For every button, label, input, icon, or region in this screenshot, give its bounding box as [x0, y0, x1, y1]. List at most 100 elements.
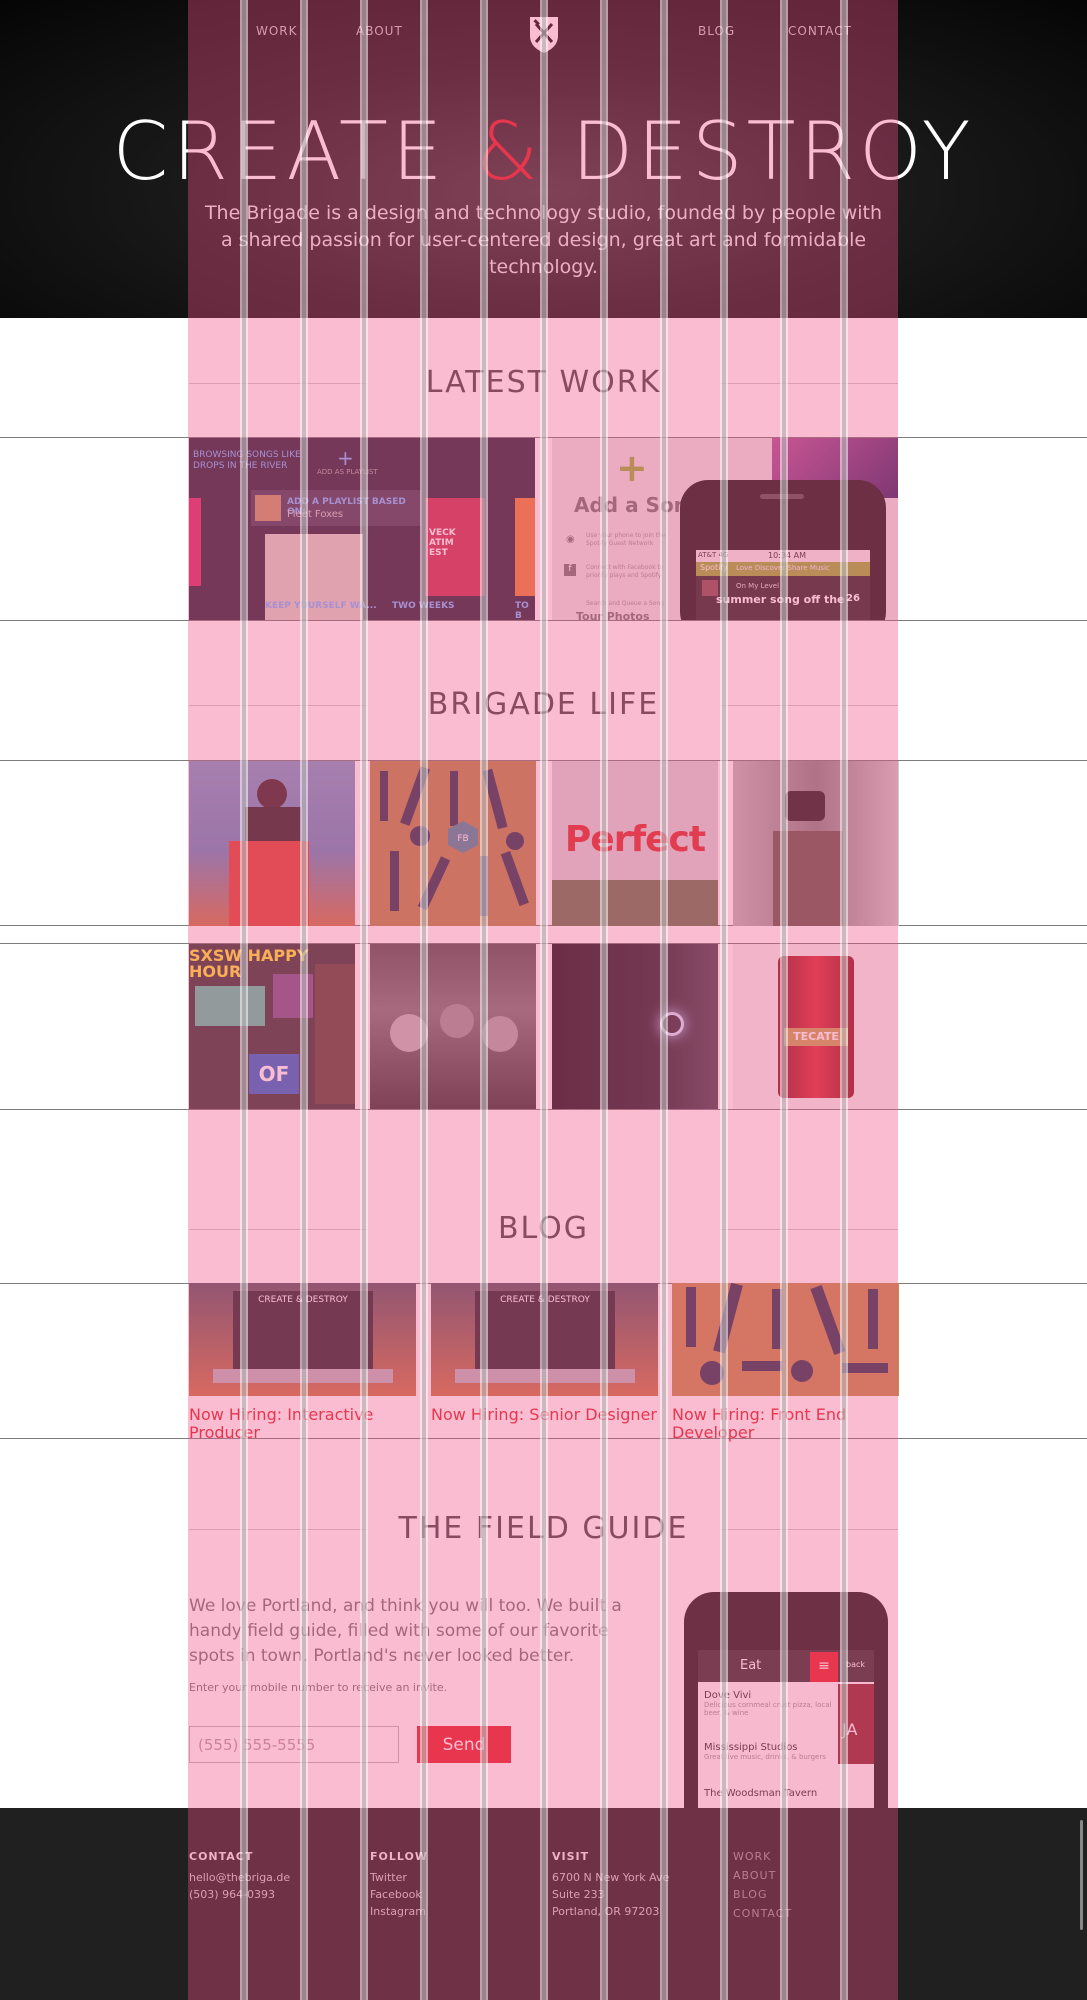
artist-image — [255, 495, 281, 521]
album-art — [189, 498, 201, 586]
phone-back: back — [846, 1660, 866, 1669]
footer-nav-blog[interactable]: BLOG — [733, 1888, 768, 1901]
divider-line — [0, 925, 1087, 926]
song-title: KEEP YOURSELF WA... — [265, 601, 377, 611]
instruction-line: Use your phone to join the Spotify Guest… — [586, 532, 666, 547]
screen — [315, 964, 355, 1104]
hero-section: WORK ABOUT BLOG CONTACT CREATE & DESTROY… — [0, 0, 1087, 318]
album-art: VECK ATIM EST — [425, 498, 485, 596]
screen: OF — [249, 1054, 299, 1094]
footer — [0, 1808, 1087, 2000]
phone-screen: Eat ≡ back JA Dove Vivi Delicious cornme… — [698, 1650, 874, 1808]
spotify-tabs: Love Discover Share Music — [736, 564, 830, 572]
laptop-screen: CREATE & DESTROY — [475, 1291, 615, 1369]
light-ring — [660, 1012, 684, 1036]
life-photo-tools[interactable]: FB — [370, 761, 536, 926]
nav-about[interactable]: ABOUT — [356, 24, 403, 38]
divider-line — [0, 620, 1087, 621]
screen — [273, 974, 313, 1018]
nav-contact[interactable]: CONTACT — [788, 24, 852, 38]
section-rule — [720, 383, 898, 384]
add-song-label: Add a Son — [574, 493, 688, 517]
phone-screen: AT&T 4G 10:34 AM Spotify Love Discover S… — [696, 550, 870, 620]
track-art — [702, 580, 718, 596]
badge-text: FB — [457, 834, 468, 844]
tools-pattern-icon: FB — [380, 766, 529, 916]
artist-name: Fleet Foxes — [287, 509, 344, 520]
nav-work[interactable]: WORK — [256, 24, 298, 38]
footer-follow-heading: FOLLOW — [370, 1850, 428, 1863]
blog-image-producer[interactable]: CREATE & DESTROY — [189, 1283, 416, 1396]
add-playlist-label: ADD AS PLAYLIST — [317, 468, 378, 476]
phone-list-item: Dove Vivi Delicious cornmeal crust pizza… — [704, 1690, 834, 1717]
phone-list-item: The Woodsman Tavern — [704, 1788, 834, 1799]
life-photo-party[interactable] — [370, 944, 536, 1109]
scrollbar-thumb[interactable] — [1080, 1820, 1083, 1930]
person-silhouette — [390, 1014, 428, 1052]
nav-blog[interactable]: BLOG — [698, 24, 736, 38]
blog-link-frontend[interactable]: Now Hiring: Front End Developer — [672, 1405, 847, 1442]
latest-work-title: LATEST WORK — [425, 365, 662, 400]
footer-instagram-link[interactable]: Instagram — [370, 1905, 426, 1918]
instruction-line: Connect with Facebook to priority plays … — [586, 564, 664, 579]
hero-subtitle: The Brigade is a design and technology s… — [204, 202, 883, 278]
blog-image-designer[interactable]: CREATE & DESTROY — [431, 1283, 658, 1396]
based-on-label: ADD A PLAYLIST BASED ON: — [287, 497, 406, 517]
person-silhouette — [257, 779, 287, 809]
footer-facebook-link[interactable]: Facebook — [370, 1888, 422, 1901]
field-guide-copy: We love Portland, and think you will too… — [189, 1596, 622, 1666]
tour-photos-label: Tour Photos — [576, 610, 650, 620]
laptop-base — [213, 1369, 393, 1383]
blog-image-frontend[interactable] — [672, 1283, 899, 1396]
life-photo-sxsw[interactable]: SXSW HAPPY HOUR OF — [189, 944, 355, 1109]
work-thumb-spotify[interactable]: + Add a Son ◉ Use your phone to join the… — [552, 438, 898, 620]
section-rule — [189, 1529, 367, 1530]
iphone-mockup: Eat ≡ back JA Dove Vivi Delicious cornme… — [684, 1592, 888, 1808]
album-art — [515, 498, 535, 596]
now-playing-panel: On My Level summer song off the 26 — [696, 576, 870, 620]
footer-nav-work[interactable]: WORK — [733, 1850, 772, 1863]
life-photo-speaker[interactable] — [189, 761, 355, 926]
blog-link-producer[interactable]: Now Hiring: Interactive Producer — [189, 1405, 374, 1442]
divider-line — [0, 943, 1087, 944]
footer-address-line: 6700 N New York Ave — [552, 1871, 670, 1884]
footer-twitter-link[interactable]: Twitter — [370, 1871, 407, 1884]
hero-title: CREATE & DESTROY — [0, 105, 1087, 198]
life-photo-light[interactable] — [552, 944, 718, 1109]
song-title: TWO WEEKS — [392, 601, 455, 611]
life-photo-tecate[interactable]: TECATE — [733, 944, 899, 1109]
footer-nav-about[interactable]: ABOUT — [733, 1869, 777, 1882]
perfect-sign: Perfect — [564, 819, 706, 860]
place-name: Dove Vivi — [704, 1690, 752, 1701]
album-art — [265, 534, 363, 620]
blog-link-designer[interactable]: Now Hiring: Senior Designer — [431, 1405, 657, 1424]
footer-email-link[interactable]: hello@thebriga.de — [189, 1871, 291, 1884]
section-rule — [720, 1529, 898, 1530]
wifi-icon: ◉ — [566, 534, 575, 545]
person-silhouette — [482, 1016, 518, 1052]
mobile-number-input[interactable] — [189, 1726, 399, 1763]
track-subtitle: summer song off the — [716, 593, 845, 606]
carrier-label: AT&T 4G — [698, 551, 729, 559]
podium — [229, 841, 309, 926]
section-rule — [189, 383, 367, 384]
album-text: VECK ATIM EST — [429, 528, 456, 558]
blog-title: BLOG — [497, 1211, 590, 1246]
brigade-logo-icon[interactable] — [527, 14, 561, 54]
phone-header: Eat ≡ back — [698, 1650, 874, 1682]
field-guide-title: THE FIELD GUIDE — [398, 1511, 689, 1546]
iphone-mockup: AT&T 4G 10:34 AM Spotify Love Discover S… — [680, 480, 886, 620]
send-button[interactable]: Send — [417, 1726, 511, 1763]
phone-speaker — [760, 494, 804, 499]
hero-title-amp: & — [475, 105, 543, 198]
footer-phone: (503) 964-0393 — [189, 1888, 276, 1901]
thumb-browsing-label: BROWSING SONGS LIKE DROPS IN THE RIVER — [193, 450, 301, 471]
life-photo-vr[interactable] — [733, 761, 899, 926]
person-silhouette — [245, 807, 301, 847]
work-thumb-songs[interactable]: BROWSING SONGS LIKE DROPS IN THE RIVER +… — [189, 438, 535, 620]
person-silhouette — [773, 831, 843, 926]
footer-nav-contact[interactable]: CONTACT — [733, 1907, 793, 1920]
life-photo-perfect[interactable]: Perfect — [552, 761, 718, 926]
track-count: 26 — [846, 593, 860, 604]
place-name: Mississippi Studios — [704, 1742, 798, 1753]
